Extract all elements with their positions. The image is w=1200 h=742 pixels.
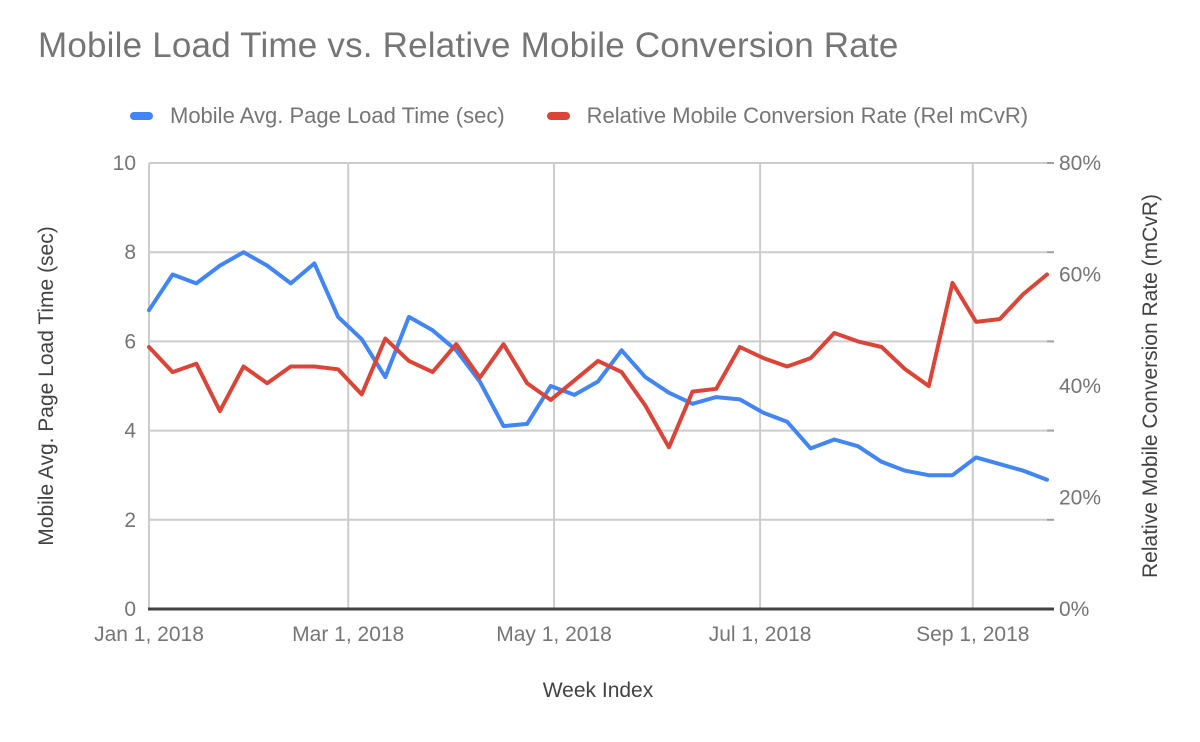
series-line-conversion-rate: [147, 272, 1049, 450]
x-tick-label: Jan 1, 2018: [94, 623, 204, 646]
y-left-axis-title: Mobile Avg. Page Load Time (sec): [35, 226, 58, 545]
x-tick-label: Sep 1, 2018: [916, 623, 1029, 646]
y-left-tick-label: 0: [124, 598, 136, 621]
y-right-tick-label: 40%: [1059, 375, 1101, 398]
y-right-tick-label: 20%: [1059, 487, 1101, 510]
data-series: [147, 250, 1049, 482]
y-right-tick-label: 60%: [1059, 264, 1101, 287]
legend-item-conversion-rate: Relative Mobile Conversion Rate (Rel mCv…: [546, 103, 1029, 129]
y-left-tick-label: 2: [124, 509, 136, 532]
legend-swatch-load-time: [130, 112, 153, 120]
legend-item-load-time: Mobile Avg. Page Load Time (sec): [130, 103, 505, 129]
x-axis-title: Week Index: [543, 679, 654, 702]
legend-label-load-time: Mobile Avg. Page Load Time (sec): [170, 103, 505, 128]
y-left-tick-label: 8: [124, 241, 136, 264]
tick-labels: 0 2 4 6 8 10 Jan 1, 2018 Mar 1, 2018 May 1, 2018…: [94, 152, 1101, 646]
x-tick-label: May 1, 2018: [496, 623, 612, 646]
x-tick-label: Jul 1, 2018: [709, 623, 812, 646]
y-right-tick-label: 0%: [1059, 598, 1089, 621]
chart-title: Mobile Load Time vs. Relative Mobile Con…: [38, 26, 899, 65]
legend: Mobile Avg. Page Load Time (sec) Relativ…: [130, 100, 1028, 132]
y-left-tick-label: 10: [113, 152, 136, 175]
y-right-axis-title: Relative Mobile Conversion Rate (mCvR): [1139, 194, 1162, 578]
x-tick-label: Mar 1, 2018: [292, 623, 404, 646]
series-line-load-time: [147, 250, 1049, 482]
y-left-tick-label: 6: [124, 330, 136, 353]
gridlines: [148, 162, 1054, 611]
y-right-tick-label: 80%: [1059, 152, 1101, 175]
legend-swatch-conversion-rate: [546, 112, 570, 120]
y-left-tick-label: 4: [124, 420, 136, 443]
legend-label-conversion-rate: Relative Mobile Conversion Rate (Rel mCv…: [586, 103, 1029, 128]
